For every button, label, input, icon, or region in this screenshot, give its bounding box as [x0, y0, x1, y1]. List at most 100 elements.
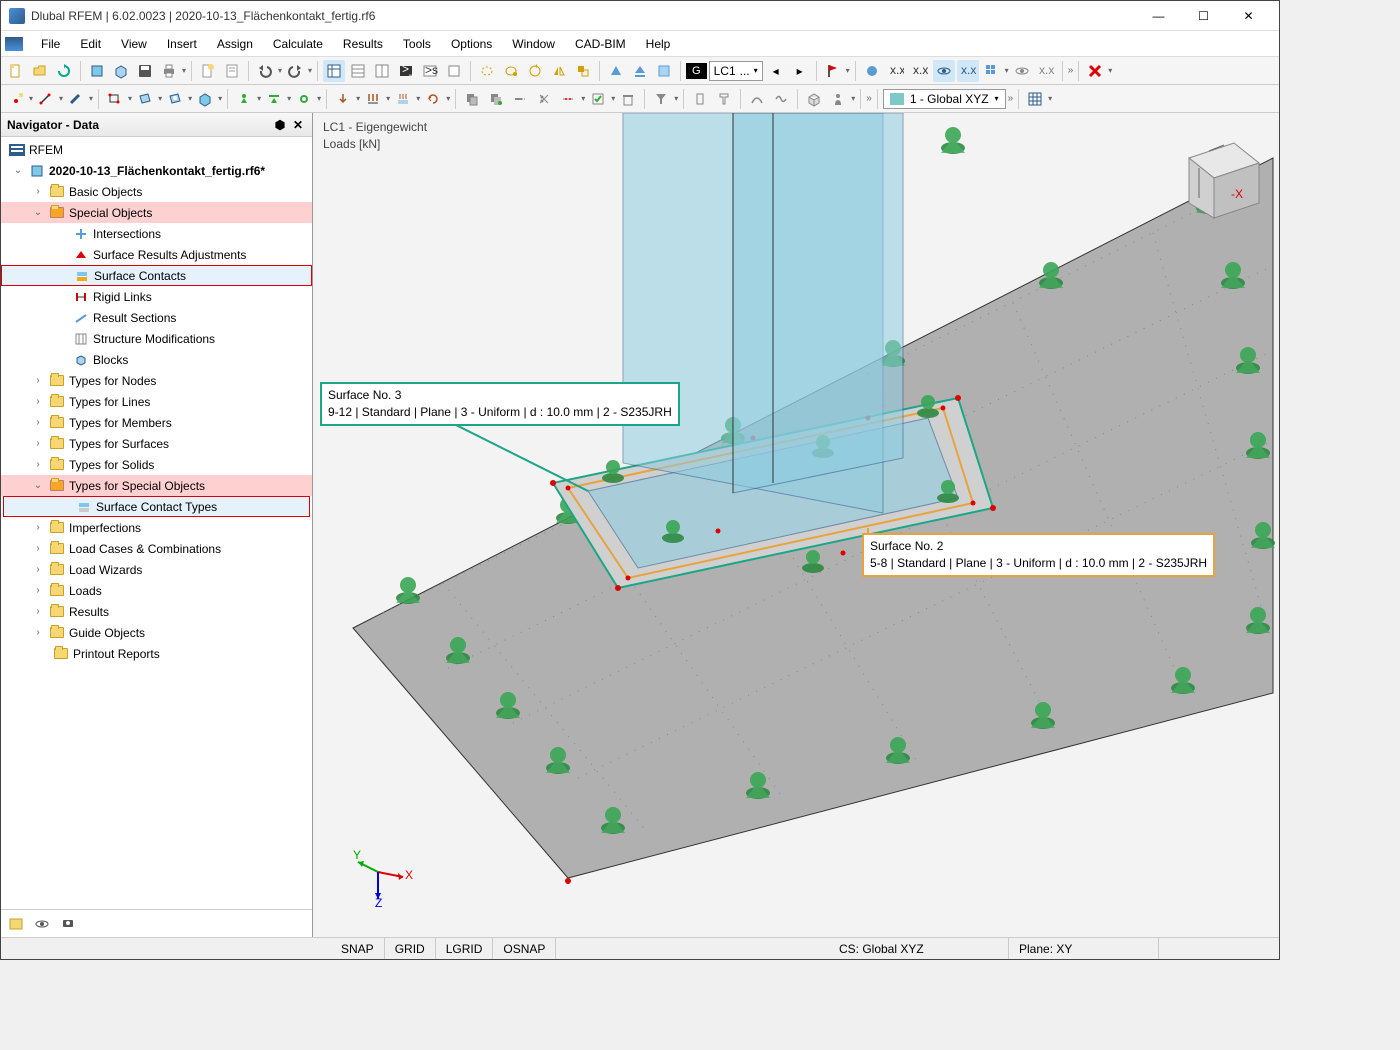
- table2-icon[interactable]: [347, 60, 369, 82]
- curve2-icon[interactable]: [770, 88, 792, 110]
- tree-types-special[interactable]: ⌄Types for Special Objects: [1, 475, 312, 496]
- tree-guide-objects[interactable]: ›Guide Objects: [1, 622, 312, 643]
- status-snap[interactable]: SNAP: [331, 938, 385, 959]
- grid3-icon[interactable]: [981, 60, 1003, 82]
- rotate-icon[interactable]: [524, 60, 546, 82]
- linesup-icon[interactable]: [263, 88, 285, 110]
- tree-types-lines[interactable]: ›Types for Lines: [1, 391, 312, 412]
- tree-surface-results-adj[interactable]: Surface Results Adjustments: [1, 244, 312, 265]
- support1-icon[interactable]: [605, 60, 627, 82]
- grid4-icon[interactable]: [1024, 88, 1046, 110]
- check-icon[interactable]: [587, 88, 609, 110]
- refresh-icon[interactable]: [53, 60, 75, 82]
- divide-icon[interactable]: [557, 88, 579, 110]
- dim1-icon[interactable]: x.x: [885, 60, 907, 82]
- rect-new-icon[interactable]: [104, 88, 126, 110]
- flag-icon[interactable]: [822, 60, 844, 82]
- support2-icon[interactable]: [629, 60, 651, 82]
- eye1-icon[interactable]: [933, 60, 955, 82]
- node-new-icon[interactable]: [5, 88, 27, 110]
- dim4-icon[interactable]: x.xx: [1035, 60, 1057, 82]
- units-icon[interactable]: [443, 60, 465, 82]
- navigator-pin-icon[interactable]: ⬢: [272, 117, 288, 133]
- tree-results[interactable]: ›Results: [1, 601, 312, 622]
- tree-types-members[interactable]: ›Types for Members: [1, 412, 312, 433]
- delete2-icon[interactable]: [617, 88, 639, 110]
- tree-printout[interactable]: Printout Reports: [1, 643, 312, 664]
- open-icon[interactable]: [29, 60, 51, 82]
- navtab-show-icon[interactable]: [31, 913, 53, 935]
- nav-cube[interactable]: -X: [1159, 123, 1269, 233]
- menu-file[interactable]: File: [31, 33, 70, 55]
- tree-types-solids[interactable]: ›Types for Solids: [1, 454, 312, 475]
- lasso1-icon[interactable]: [476, 60, 498, 82]
- scale-icon[interactable]: [572, 60, 594, 82]
- close-button[interactable]: ✕: [1226, 2, 1271, 30]
- cube-icon[interactable]: [803, 88, 825, 110]
- lasso2-icon[interactable]: [500, 60, 522, 82]
- menu-calculate[interactable]: Calculate: [263, 33, 333, 55]
- trim-icon[interactable]: [533, 88, 555, 110]
- tree-result-sections[interactable]: Result Sections: [1, 307, 312, 328]
- coordsys-dropdown[interactable]: 1 - Global XYZ ▾: [883, 89, 1006, 109]
- person-icon[interactable]: [827, 88, 849, 110]
- script-icon[interactable]: >sc: [419, 60, 441, 82]
- navtab-views-icon[interactable]: [57, 913, 79, 935]
- navtab-data-icon[interactable]: [5, 913, 27, 935]
- save-icon[interactable]: [134, 60, 156, 82]
- tree-loads[interactable]: ›Loads: [1, 580, 312, 601]
- tree-basic-objects[interactable]: ›Basic Objects: [1, 181, 312, 202]
- menu-insert[interactable]: Insert: [157, 33, 207, 55]
- menu-tools[interactable]: Tools: [393, 33, 441, 55]
- menu-view[interactable]: View: [111, 33, 157, 55]
- surface-new-icon[interactable]: [134, 88, 156, 110]
- load1-icon[interactable]: [332, 88, 354, 110]
- table1-icon[interactable]: [323, 60, 345, 82]
- menu-cadbim[interactable]: CAD-BIM: [565, 33, 636, 55]
- load2-icon[interactable]: [362, 88, 384, 110]
- tree-load-wizards[interactable]: ›Load Wizards: [1, 559, 312, 580]
- menu-help[interactable]: Help: [636, 33, 681, 55]
- nodalsup-icon[interactable]: [233, 88, 255, 110]
- tree-intersections[interactable]: Intersections: [1, 223, 312, 244]
- new-icon[interactable]: [5, 60, 27, 82]
- navigator-close-icon[interactable]: ✕: [290, 117, 306, 133]
- tree-surface-contact-types[interactable]: Surface Contact Types: [3, 496, 310, 517]
- maximize-button[interactable]: ☐: [1181, 2, 1226, 30]
- loadcase-dropdown[interactable]: LC1 ... ▾: [709, 61, 763, 81]
- calc-icon[interactable]: [861, 60, 883, 82]
- filter-icon[interactable]: [650, 88, 672, 110]
- minimize-button[interactable]: —: [1136, 2, 1181, 30]
- block-icon[interactable]: [110, 60, 132, 82]
- status-lgrid[interactable]: LGRID: [436, 938, 494, 959]
- curve-icon[interactable]: [746, 88, 768, 110]
- model-icon[interactable]: [86, 60, 108, 82]
- hinge-icon[interactable]: [293, 88, 315, 110]
- tree-rigid-links[interactable]: Rigid Links: [1, 286, 312, 307]
- prev-icon[interactable]: ◂: [765, 60, 787, 82]
- axis-gizmo[interactable]: X Y Z: [353, 847, 413, 907]
- member-new-icon[interactable]: [65, 88, 87, 110]
- undo-icon[interactable]: [254, 60, 276, 82]
- dim2-icon[interactable]: x.xx: [909, 60, 931, 82]
- load3-icon[interactable]: [392, 88, 414, 110]
- extend-icon[interactable]: [509, 88, 531, 110]
- status-osnap[interactable]: OSNAP: [493, 938, 556, 959]
- tree-surface-contacts[interactable]: Surface Contacts: [1, 265, 312, 286]
- app-menu-icon[interactable]: [5, 37, 23, 51]
- menu-options[interactable]: Options: [441, 33, 502, 55]
- tree-file[interactable]: ⌄2020-10-13_Flächenkontakt_fertig.rf6*: [1, 160, 312, 181]
- section2-icon[interactable]: [713, 88, 735, 110]
- mirror-icon[interactable]: [548, 60, 570, 82]
- opening-new-icon[interactable]: [164, 88, 186, 110]
- newdoc-icon[interactable]: [197, 60, 219, 82]
- section1-icon[interactable]: [689, 88, 711, 110]
- tree-load-cases[interactable]: ›Load Cases & Combinations: [1, 538, 312, 559]
- moment-icon[interactable]: [422, 88, 444, 110]
- console-icon[interactable]: >_: [395, 60, 417, 82]
- tree-imperfections[interactable]: ›Imperfections: [1, 517, 312, 538]
- delete-icon[interactable]: [1084, 60, 1106, 82]
- doc-icon[interactable]: [221, 60, 243, 82]
- solid-new-icon[interactable]: [194, 88, 216, 110]
- menu-assign[interactable]: Assign: [207, 33, 263, 55]
